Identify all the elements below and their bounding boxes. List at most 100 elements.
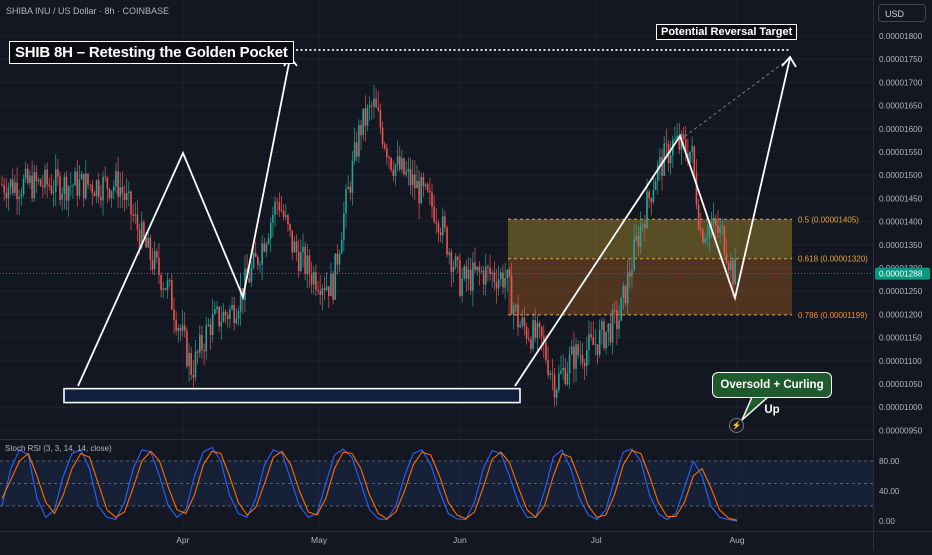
- candle-body: [121, 186, 124, 194]
- candle-body: [558, 373, 560, 390]
- candle-body: [676, 135, 678, 139]
- candle-body: [626, 272, 629, 304]
- candle-body: [379, 110, 382, 128]
- candle-body: [80, 173, 83, 180]
- candle-body: [633, 239, 635, 271]
- candle-body: [315, 272, 317, 290]
- currency-selector[interactable]: USD: [878, 4, 926, 22]
- candle-body: [72, 185, 74, 187]
- support-zone-box: [63, 387, 521, 404]
- candle-body: [321, 288, 324, 296]
- candle-body: [375, 98, 377, 108]
- candle-body: [9, 179, 12, 188]
- rsi-axis-label: 40.00: [879, 487, 900, 496]
- candle-body: [624, 285, 627, 304]
- candle-body: [211, 313, 214, 336]
- candle-body: [510, 275, 513, 315]
- candle-body: [678, 135, 681, 150]
- candle-body: [654, 181, 657, 190]
- candle-body: [181, 325, 184, 331]
- candle-body: [160, 275, 162, 290]
- candle-body: [175, 320, 177, 331]
- candle-body: [650, 198, 653, 203]
- candle-body: [93, 193, 96, 197]
- candle-body: [190, 352, 192, 375]
- candle-body: [125, 192, 128, 200]
- candle-body: [89, 184, 91, 186]
- price-axis-label: 0.00000950: [879, 426, 923, 435]
- stoch-rsi-label[interactable]: Stoch RSI (3, 3, 14, 14, close): [5, 444, 112, 453]
- candle-body: [156, 251, 158, 258]
- candle-body: [392, 169, 395, 177]
- candle-body: [493, 272, 496, 282]
- candle-body: [222, 311, 225, 322]
- candle-body: [418, 180, 420, 204]
- candle-body: [435, 221, 438, 224]
- candle-body: [727, 263, 730, 270]
- candle-body: [609, 323, 612, 343]
- candle-body: [14, 182, 16, 194]
- candle-body: [334, 253, 337, 300]
- candle-body: [553, 374, 556, 398]
- candle-body: [27, 168, 29, 183]
- candle-body: [665, 143, 668, 145]
- candle-body: [411, 174, 414, 186]
- candle-body: [220, 321, 223, 327]
- candle-body: [31, 175, 33, 199]
- candle-body: [454, 256, 457, 267]
- candle-body: [97, 180, 100, 198]
- candle-body: [358, 124, 360, 157]
- candle-body: [345, 189, 347, 214]
- candle-body: [730, 260, 732, 270]
- candle-body: [16, 182, 18, 200]
- candle-body: [248, 278, 251, 283]
- candle-body: [521, 317, 524, 326]
- candle-body: [87, 173, 89, 185]
- candle-body: [162, 288, 165, 290]
- candle-body: [487, 266, 489, 268]
- candle-body: [179, 327, 182, 331]
- candle-body: [570, 346, 573, 355]
- candle-body: [461, 278, 463, 296]
- candle-body: [607, 323, 610, 332]
- candle-body: [151, 260, 154, 270]
- candle-body: [669, 155, 672, 164]
- candle-body: [46, 169, 48, 185]
- candle-body: [414, 174, 416, 189]
- candle-body: [502, 272, 504, 288]
- candle-body: [568, 354, 571, 374]
- candle-body: [715, 218, 717, 226]
- candle-body: [386, 147, 388, 158]
- candle-body: [85, 173, 87, 199]
- candle-body: [132, 214, 134, 216]
- candle-body: [444, 216, 446, 228]
- candle-body: [719, 226, 721, 233]
- candle-body: [706, 237, 708, 239]
- candle-body: [153, 251, 156, 270]
- time-axis-label: Jul: [591, 535, 602, 545]
- candle-body: [106, 177, 109, 190]
- oversold-callout: Oversold + Curling Up: [712, 372, 832, 416]
- candle-body: [35, 172, 38, 182]
- price-axis-label: 0.00001500: [879, 171, 923, 180]
- candle-body: [130, 191, 132, 215]
- candle-body: [394, 164, 397, 177]
- candle-body: [117, 171, 119, 197]
- candle-body: [325, 286, 328, 290]
- price-axis-label: 0.00001750: [879, 55, 923, 64]
- candle-body: [530, 339, 532, 349]
- candle-body: [269, 222, 272, 239]
- candle-body: [295, 241, 298, 253]
- rsi-axis-label: 80.00: [879, 457, 900, 466]
- lightning-icon[interactable]: ⚡: [729, 418, 744, 433]
- candle-body: [82, 173, 85, 199]
- candle-body: [616, 310, 618, 330]
- candle-body: [437, 223, 440, 233]
- candle-body: [439, 232, 442, 236]
- candle-body: [441, 216, 444, 236]
- candle-body: [583, 363, 586, 367]
- candle-body: [57, 169, 59, 177]
- candle-body: [693, 146, 696, 173]
